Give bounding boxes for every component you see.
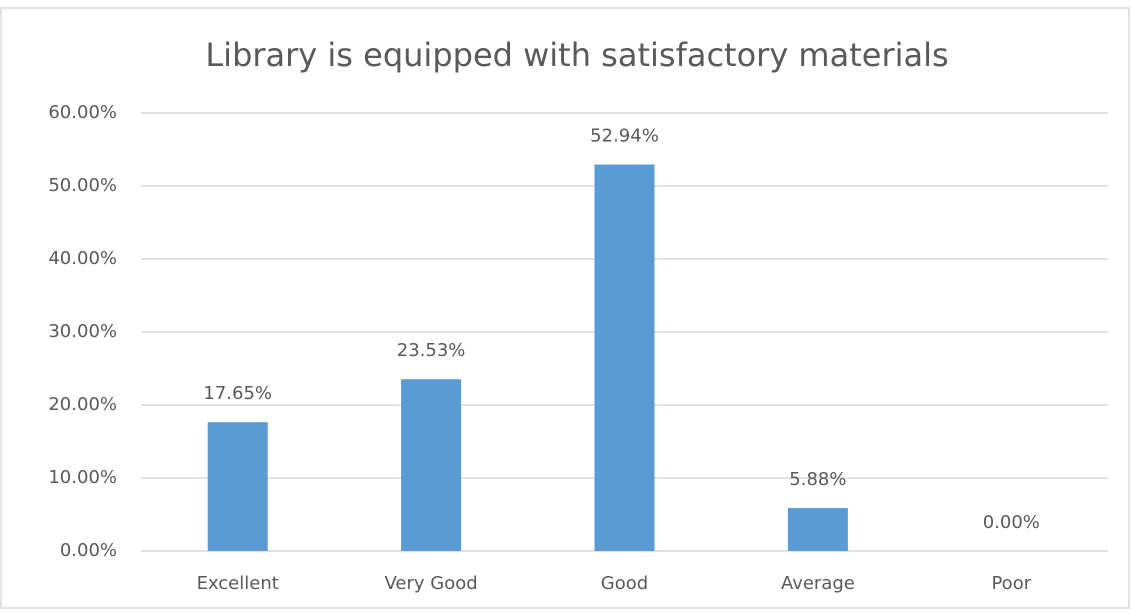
data-label: 17.65%	[203, 383, 272, 404]
y-tick-label: 40.00%	[48, 248, 117, 269]
x-tick-label: Poor	[991, 573, 1031, 594]
data-label: 23.53%	[397, 340, 466, 361]
data-label: 0.00%	[983, 512, 1040, 533]
bar	[594, 164, 655, 551]
bar	[401, 379, 462, 551]
y-tick-label: 10.00%	[48, 467, 117, 488]
y-tick-label: 50.00%	[48, 175, 117, 196]
chart-title: Library is equipped with satisfactory ma…	[205, 36, 948, 74]
x-tick-label: Average	[781, 573, 855, 594]
x-tick-label: Good	[601, 573, 648, 594]
x-tick-label: Very Good	[385, 573, 478, 594]
data-label: 52.94%	[590, 126, 659, 147]
y-tick-label: 0.00%	[60, 540, 117, 561]
y-tick-label: 60.00%	[48, 102, 117, 123]
x-tick-label: Excellent	[197, 573, 279, 594]
bar	[787, 508, 848, 551]
y-tick-label: 20.00%	[48, 394, 117, 415]
chart-border	[0, 7, 1130, 609]
data-label: 5.88%	[789, 469, 846, 490]
y-tick-label: 30.00%	[48, 321, 117, 342]
bar	[207, 422, 268, 551]
